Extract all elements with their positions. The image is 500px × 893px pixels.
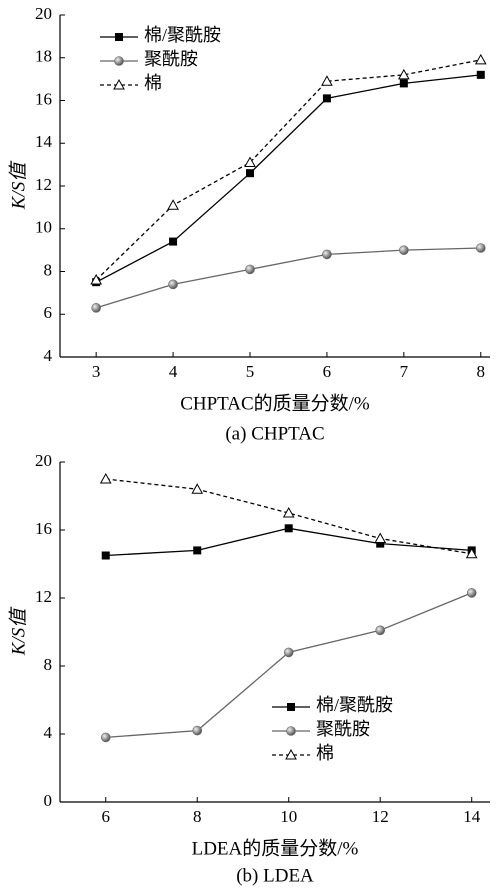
y-tick-label: 10 xyxy=(35,218,52,237)
x-axis-label: CHPTAC的质量分数/% xyxy=(180,392,370,414)
x-tick-label: 8 xyxy=(193,807,202,826)
marker xyxy=(167,199,179,210)
legend-marker xyxy=(115,33,123,41)
marker xyxy=(476,70,485,79)
marker xyxy=(282,506,295,518)
marker xyxy=(465,547,478,559)
marker xyxy=(322,249,332,260)
series-line xyxy=(95,247,481,309)
y-tick-label: 16 xyxy=(35,519,52,538)
marker xyxy=(399,79,408,88)
marker xyxy=(246,169,254,178)
legend-marker xyxy=(113,78,125,90)
x-tick-label: 12 xyxy=(372,807,389,826)
marker xyxy=(321,75,333,86)
x-tick-label: 6 xyxy=(101,807,110,826)
marker xyxy=(322,94,331,103)
y-tick-label: 16 xyxy=(35,89,52,108)
legend-marker xyxy=(285,748,297,760)
y-tick-label: 12 xyxy=(35,175,52,194)
marker xyxy=(169,237,178,246)
y-tick-label: 4 xyxy=(44,723,53,742)
marker xyxy=(376,539,385,548)
x-tick-label: 10 xyxy=(280,807,297,826)
legend-label: 棉/聚酰胺 xyxy=(144,25,221,45)
marker xyxy=(284,524,293,533)
marker xyxy=(474,53,487,65)
y-tick-label: 8 xyxy=(44,655,53,674)
marker xyxy=(374,532,387,543)
legend-label: 聚酰胺 xyxy=(316,719,370,739)
legend-label: 聚酰胺 xyxy=(144,49,198,69)
marker xyxy=(397,68,410,80)
chart-title: (b) LDEA xyxy=(236,865,314,886)
marker xyxy=(193,546,202,555)
y-tick-label: 4 xyxy=(44,346,53,365)
marker xyxy=(90,274,103,285)
series-line xyxy=(95,74,481,283)
x-tick-label: 3 xyxy=(92,362,101,381)
legend-label: 棉 xyxy=(144,73,162,93)
y-axis-label: K/S值 xyxy=(8,606,29,656)
marker xyxy=(101,551,110,560)
y-tick-label: 20 xyxy=(35,4,52,23)
marker xyxy=(99,472,112,484)
legend-label: 棉/聚酰胺 xyxy=(316,695,393,715)
y-axis-label: K/S值 xyxy=(8,160,29,210)
marker xyxy=(100,732,111,743)
marker xyxy=(192,725,203,736)
series-line xyxy=(105,592,472,739)
x-axis-label: LDEA的质量分数/% xyxy=(192,837,359,859)
marker xyxy=(375,625,386,636)
legend-marker xyxy=(114,56,124,66)
series-line xyxy=(105,527,472,557)
x-tick-label: 14 xyxy=(463,807,481,826)
y-tick-label: 12 xyxy=(35,587,52,606)
legend-marker xyxy=(287,703,295,711)
chart-title: (a) CHPTAC xyxy=(225,423,324,444)
x-tick-label: 8 xyxy=(477,362,486,381)
legend-label: 棉 xyxy=(316,743,334,763)
marker xyxy=(466,588,477,598)
x-tick-label: 6 xyxy=(323,362,332,381)
y-tick-label: 8 xyxy=(44,260,53,279)
marker xyxy=(191,483,204,494)
marker xyxy=(475,243,486,253)
y-tick-label: 18 xyxy=(35,47,52,66)
marker xyxy=(168,279,178,290)
marker xyxy=(283,647,294,658)
y-tick-label: 6 xyxy=(44,303,53,322)
marker xyxy=(91,303,101,313)
marker xyxy=(399,245,409,255)
x-tick-label: 5 xyxy=(246,362,255,381)
y-tick-label: 20 xyxy=(35,451,52,470)
x-tick-label: 4 xyxy=(169,362,178,381)
y-tick-label: 14 xyxy=(35,132,53,151)
marker xyxy=(244,156,256,167)
y-tick-label: 0 xyxy=(44,791,53,810)
x-tick-label: 7 xyxy=(400,362,409,381)
marker xyxy=(245,264,255,275)
legend-marker xyxy=(286,726,296,736)
